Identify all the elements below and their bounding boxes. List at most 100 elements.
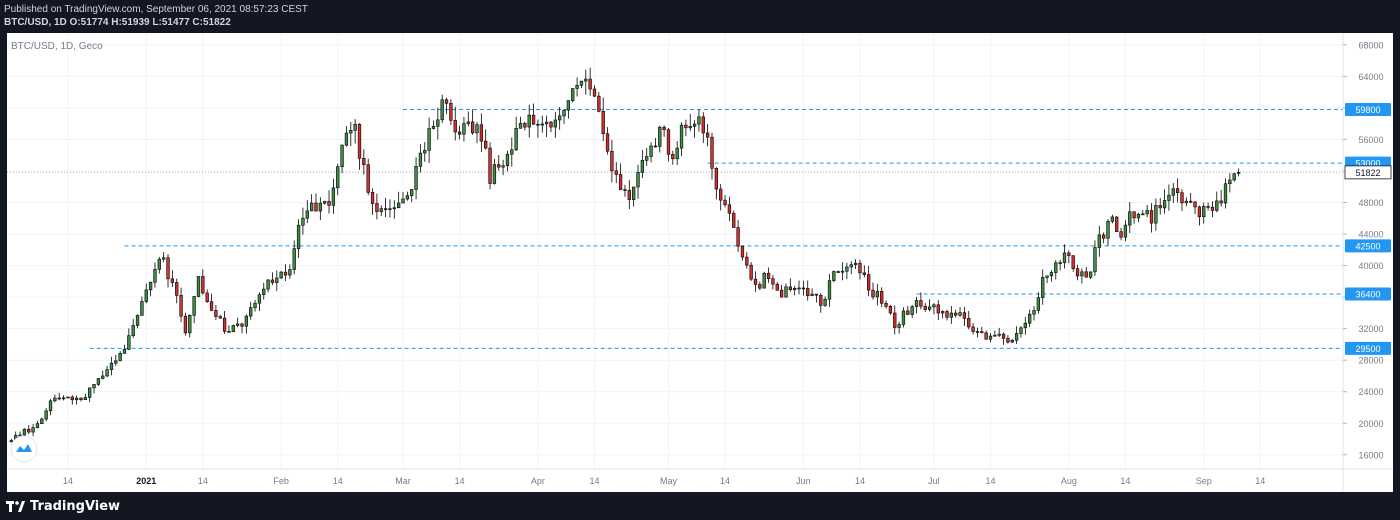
candle-body-up xyxy=(1128,211,1132,226)
candlestick-chart[interactable]: 1600020000240002800032000360004000044000… xyxy=(7,33,1393,492)
candle xyxy=(819,293,823,313)
candle-body-down xyxy=(222,317,227,332)
candle xyxy=(853,259,858,269)
candle-body-down xyxy=(449,103,453,121)
candle xyxy=(1058,259,1062,271)
candle-body-up xyxy=(279,271,283,279)
candle xyxy=(309,194,314,212)
candle xyxy=(201,269,205,295)
tradingview-brand[interactable]: TradingView xyxy=(6,499,120,514)
candle-body-up xyxy=(658,126,662,147)
candle-body-up xyxy=(305,210,309,219)
candle xyxy=(283,264,288,281)
candle xyxy=(57,392,61,401)
candle xyxy=(797,280,801,295)
candle xyxy=(810,288,814,297)
candle-body-up xyxy=(1184,200,1188,204)
chart-area[interactable]: 1600020000240002800032000360004000044000… xyxy=(7,33,1393,492)
candle-body-down xyxy=(601,110,605,134)
level-badge xyxy=(1345,102,1391,116)
candle-body-up xyxy=(797,287,801,290)
candle xyxy=(710,132,714,180)
candle-body-up xyxy=(109,362,114,370)
candle xyxy=(518,116,523,129)
candle xyxy=(914,296,919,314)
candle xyxy=(135,314,140,329)
candle xyxy=(936,300,940,321)
candle xyxy=(605,127,610,155)
candle-body-down xyxy=(627,190,631,200)
candle xyxy=(370,188,375,215)
candle xyxy=(1228,173,1232,193)
candle-body-up xyxy=(40,418,44,424)
candle-body-up xyxy=(675,147,679,160)
candle xyxy=(923,303,927,312)
candle xyxy=(558,106,562,130)
candle-body-up xyxy=(988,335,993,340)
candle-body-up xyxy=(1236,172,1241,174)
candle xyxy=(732,210,736,228)
candle xyxy=(562,109,566,124)
candle-body-down xyxy=(880,291,884,304)
candle-body-up xyxy=(18,434,22,437)
y-tick-label: 20000 xyxy=(1358,419,1383,429)
candle-body-down xyxy=(79,397,83,401)
candle-body-up xyxy=(466,121,470,124)
candle xyxy=(705,123,710,147)
candle xyxy=(758,281,762,291)
candle xyxy=(766,267,771,283)
candle xyxy=(623,184,627,197)
candle xyxy=(1223,178,1228,209)
candle xyxy=(723,195,727,208)
candle xyxy=(592,85,597,98)
x-tick-label: 2021 xyxy=(136,476,156,486)
candle xyxy=(618,163,623,190)
candle xyxy=(357,123,362,170)
x-tick-label: 14 xyxy=(1120,476,1130,486)
y-tick-label: 44000 xyxy=(1358,230,1383,240)
candle xyxy=(719,184,723,211)
candle xyxy=(640,150,645,179)
candle-body-up xyxy=(949,312,953,318)
candle-body-up xyxy=(510,149,514,155)
candle xyxy=(1119,227,1123,241)
candle xyxy=(1206,202,1210,211)
candle-body-down xyxy=(209,301,214,311)
candle xyxy=(1167,184,1171,211)
candle xyxy=(940,310,945,319)
candle-body-up xyxy=(540,123,544,126)
candle xyxy=(466,111,470,127)
candle xyxy=(257,292,262,311)
candle xyxy=(31,423,35,437)
x-tick-label: Jul xyxy=(928,476,940,486)
candle xyxy=(61,395,66,401)
candle-body-down xyxy=(936,304,940,314)
candle-body-up xyxy=(1032,310,1036,315)
candle xyxy=(74,395,79,405)
candle-body-down xyxy=(836,271,840,273)
candle-body-up xyxy=(875,291,880,298)
candle xyxy=(684,119,688,137)
candle-body-up xyxy=(323,201,327,204)
y-tick-label: 48000 xyxy=(1358,198,1383,208)
candle xyxy=(314,193,318,212)
candle-body-up xyxy=(74,397,79,401)
candle xyxy=(327,190,331,214)
candle-body-up xyxy=(997,333,1001,336)
candle-body-down xyxy=(871,289,875,298)
candle xyxy=(579,80,584,89)
candle xyxy=(610,139,614,183)
time-axis[interactable]: 14 2021 14 Feb 14 Mar 14 Apr 14 May 14 Jun 14 Jul 14 Au… xyxy=(63,476,1265,486)
chart-legend: BTC/USD, 1D, Geco xyxy=(11,41,103,52)
candle-body-down xyxy=(383,208,388,210)
candle xyxy=(871,282,875,300)
candle-body-down xyxy=(497,164,501,168)
candle xyxy=(1158,198,1162,215)
candle-body-up xyxy=(53,397,57,402)
candle xyxy=(906,305,910,316)
candle-body-up xyxy=(584,78,588,82)
candle-body-up xyxy=(388,208,392,210)
candle-body-up xyxy=(244,315,248,327)
candle xyxy=(980,326,984,334)
candle xyxy=(153,262,157,288)
